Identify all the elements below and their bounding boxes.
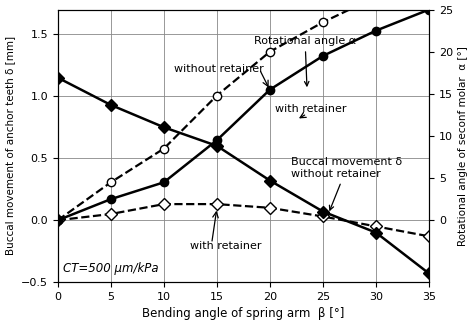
Y-axis label: Rotational angle of seconf molar  α [°]: Rotational angle of seconf molar α [°] — [458, 46, 468, 246]
X-axis label: Bending angle of spring arm  β [°]: Bending angle of spring arm β [°] — [142, 307, 345, 320]
Text: without retainer: without retainer — [174, 64, 264, 73]
Text: with retainer: with retainer — [191, 241, 262, 251]
Y-axis label: Buccal movement of anchor teeth δ [mm]: Buccal movement of anchor teeth δ [mm] — [6, 36, 16, 256]
Text: CT=500 μm/kPa: CT=500 μm/kPa — [63, 262, 159, 275]
Text: Rotational angle α: Rotational angle α — [254, 36, 356, 86]
Text: Buccal movement δ
without retainer: Buccal movement δ without retainer — [291, 157, 402, 210]
Text: with retainer: with retainer — [275, 104, 347, 114]
